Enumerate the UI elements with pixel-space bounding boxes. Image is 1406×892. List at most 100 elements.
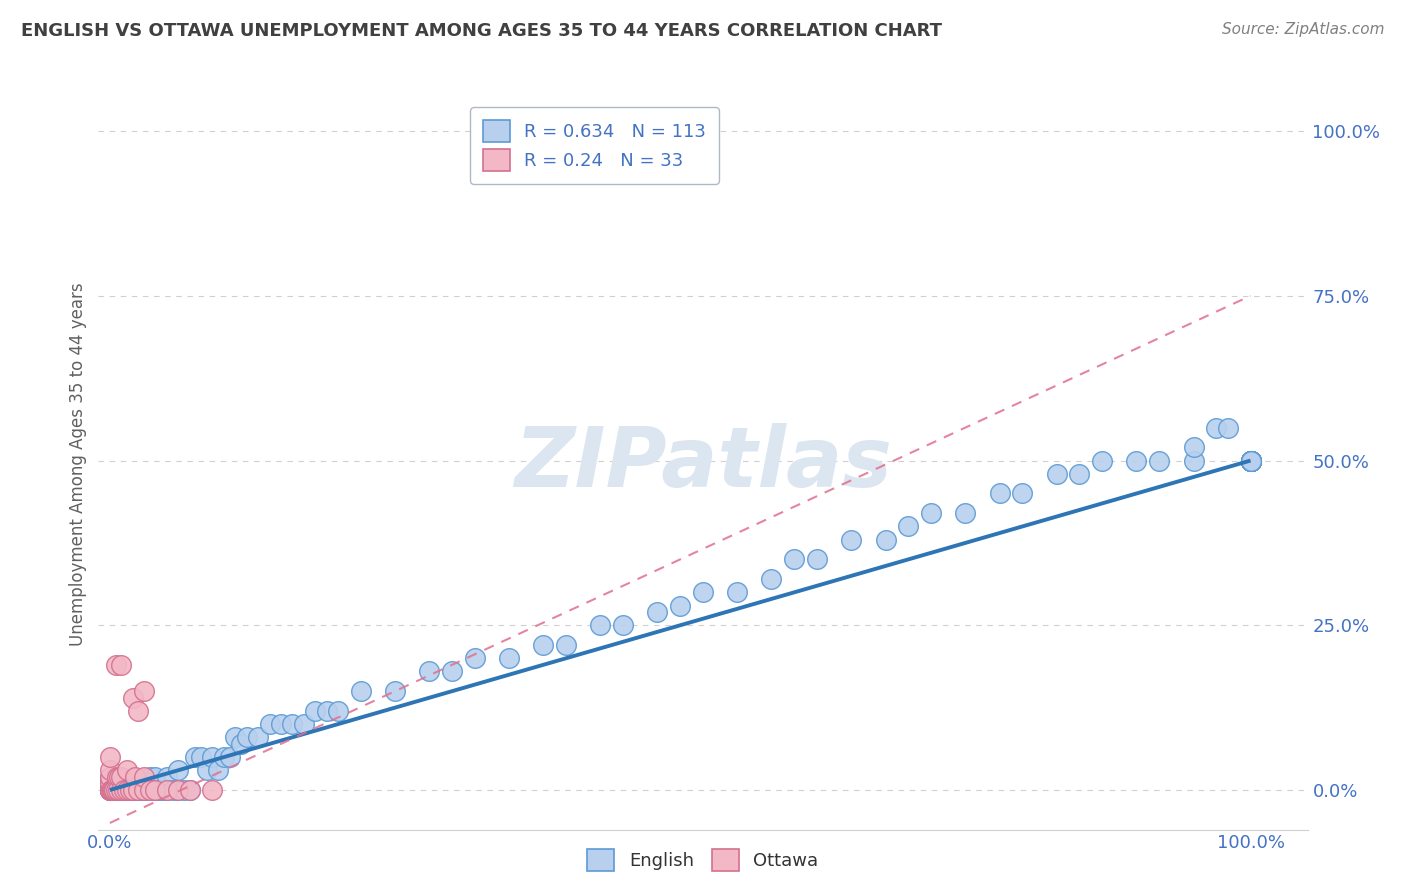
Point xyxy=(281,717,304,731)
Point xyxy=(115,783,138,797)
Point xyxy=(112,783,135,797)
Point xyxy=(761,572,783,586)
Point xyxy=(1216,420,1239,434)
Point xyxy=(224,731,246,745)
Point xyxy=(107,783,129,797)
Point xyxy=(1239,453,1261,467)
Point xyxy=(127,704,149,718)
Point xyxy=(988,486,1011,500)
Point xyxy=(1091,453,1114,467)
Point xyxy=(104,783,127,797)
Point xyxy=(179,783,201,797)
Legend: R = 0.634   N = 113, R = 0.24   N = 33: R = 0.634 N = 113, R = 0.24 N = 33 xyxy=(470,107,718,184)
Point xyxy=(101,783,124,797)
Point xyxy=(115,764,138,778)
Point xyxy=(98,783,121,797)
Point xyxy=(167,783,190,797)
Text: ENGLISH VS OTTAWA UNEMPLOYMENT AMONG AGES 35 TO 44 YEARS CORRELATION CHART: ENGLISH VS OTTAWA UNEMPLOYMENT AMONG AGE… xyxy=(21,22,942,40)
Point xyxy=(98,750,121,764)
Point xyxy=(110,770,132,784)
Point xyxy=(259,717,281,731)
Point xyxy=(1239,453,1261,467)
Point xyxy=(897,519,920,533)
Point xyxy=(127,783,149,797)
Point xyxy=(108,783,131,797)
Point xyxy=(464,651,486,665)
Point xyxy=(201,783,224,797)
Point xyxy=(1239,453,1261,467)
Point xyxy=(127,783,149,797)
Point xyxy=(783,552,806,566)
Point xyxy=(1239,453,1261,467)
Point xyxy=(120,783,142,797)
Point xyxy=(100,783,122,797)
Point xyxy=(1182,441,1205,455)
Point xyxy=(115,783,138,797)
Point xyxy=(1239,453,1261,467)
Point xyxy=(103,783,125,797)
Point xyxy=(145,770,167,784)
Point xyxy=(1239,453,1261,467)
Point xyxy=(98,770,121,784)
Point xyxy=(132,776,155,790)
Point xyxy=(112,783,135,797)
Point xyxy=(669,599,692,613)
Point xyxy=(145,783,167,797)
Point xyxy=(589,618,612,632)
Point xyxy=(121,783,143,797)
Point xyxy=(692,585,714,599)
Point xyxy=(384,684,406,698)
Point xyxy=(98,770,121,784)
Point xyxy=(107,783,129,797)
Point xyxy=(212,750,235,764)
Point xyxy=(98,764,121,778)
Point xyxy=(121,690,143,705)
Point xyxy=(132,770,155,784)
Point xyxy=(110,783,132,797)
Point xyxy=(201,750,224,764)
Point xyxy=(167,764,190,778)
Point xyxy=(98,776,121,790)
Point xyxy=(98,776,121,790)
Point xyxy=(98,783,121,797)
Point xyxy=(115,783,138,797)
Point xyxy=(98,783,121,797)
Point xyxy=(142,783,165,797)
Point xyxy=(1239,453,1261,467)
Point xyxy=(647,605,669,619)
Point xyxy=(139,783,162,797)
Point xyxy=(98,783,121,797)
Text: ZIPatlas: ZIPatlas xyxy=(515,424,891,504)
Point xyxy=(110,783,132,797)
Text: Source: ZipAtlas.com: Source: ZipAtlas.com xyxy=(1222,22,1385,37)
Point xyxy=(98,783,121,797)
Point xyxy=(1239,453,1261,467)
Point xyxy=(156,770,179,784)
Point xyxy=(110,657,132,672)
Point xyxy=(105,770,128,784)
Point xyxy=(156,783,179,797)
Point xyxy=(1239,453,1261,467)
Point xyxy=(498,651,520,665)
Point xyxy=(1205,420,1227,434)
Point xyxy=(1069,467,1091,481)
Point xyxy=(173,783,195,797)
Point xyxy=(110,783,132,797)
Point xyxy=(920,506,942,520)
Point xyxy=(839,533,862,547)
Point xyxy=(124,783,146,797)
Point xyxy=(184,750,207,764)
Point xyxy=(105,783,128,797)
Point xyxy=(108,783,131,797)
Point xyxy=(955,506,977,520)
Point xyxy=(190,750,212,764)
Point xyxy=(1011,486,1033,500)
Point xyxy=(108,770,131,784)
Point xyxy=(120,783,142,797)
Point xyxy=(1239,453,1261,467)
Point xyxy=(139,770,162,784)
Point xyxy=(145,783,167,797)
Point xyxy=(103,783,125,797)
Point xyxy=(875,533,897,547)
Point xyxy=(162,783,184,797)
